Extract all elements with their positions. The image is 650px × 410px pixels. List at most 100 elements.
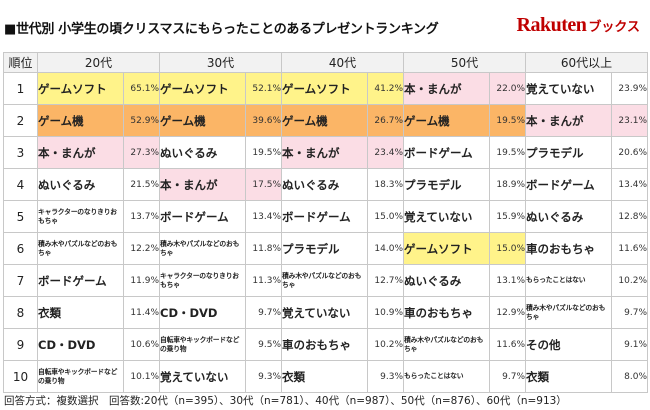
present-name-cell: CD・DVD <box>159 296 246 329</box>
present-name-cell: 車のおもちゃ <box>403 296 490 329</box>
present-name-cell: ゲームソフト <box>37 72 124 105</box>
table-body: 1 ゲームソフト 65.1% ゲームソフト 52.1% ゲームソフト 41.2% 本・まんが 2… <box>3 72 648 393</box>
rank-cell: 4 <box>3 168 38 201</box>
percentage-cell: 22.0% <box>489 72 526 105</box>
present-name-cell: 本・まんが <box>525 104 612 137</box>
table-row: 6 積み木やパズルなどのおもちゃ 12.2% 積み木やパズルなどのおもちゃ 11.8% プ… <box>3 232 648 265</box>
present-name-cell: ゲーム機 <box>403 104 490 137</box>
percentage-cell: 23.9% <box>611 72 648 105</box>
percentage-cell: 23.1% <box>611 104 648 137</box>
present-name-cell: 自転車やキックボードなどの乗り物 <box>37 360 124 393</box>
table-header-row: 順位 20代 30代 40代 50代 60代以上 <box>3 52 648 73</box>
present-name-cell: 本・まんが <box>403 72 490 105</box>
percentage-cell: 13.4% <box>245 200 282 233</box>
present-name-cell: ゲーム機 <box>159 104 246 137</box>
present-name-cell: 車のおもちゃ <box>525 232 612 265</box>
percentage-cell: 19.5% <box>489 104 526 137</box>
percentage-cell: 15.0% <box>367 200 404 233</box>
percentage-cell: 11.8% <box>245 232 282 265</box>
percentage-cell: 8.0% <box>611 360 648 393</box>
table-row: 10 自転車やキックボードなどの乗り物 10.1% 覚えていない 9.3% 衣類 9.3% も… <box>3 360 648 393</box>
table-row: 3 本・まんが 27.3% ぬいぐるみ 19.5% 本・まんが 23.4% ボードゲーム 19.… <box>3 136 648 169</box>
rank-cell: 2 <box>3 104 38 137</box>
percentage-cell: 11.6% <box>611 232 648 265</box>
present-name-cell: 覚えていない <box>525 72 612 105</box>
table-row: 9 CD・DVD 10.6% 自転車やキックボードなどの乗り物 9.5% 車のおもちゃ 10… <box>3 328 648 361</box>
table-row: 2 ゲーム機 52.9% ゲーム機 39.6% ゲーム機 26.7% ゲーム機 19.5% 本・ま… <box>3 104 648 137</box>
table-row: 8 衣類 11.4% CD・DVD 9.7% 覚えていない 10.9% 車のおもちゃ 12.9%… <box>3 296 648 329</box>
rank-cell: 10 <box>3 360 38 393</box>
header: ■世代別 小学生の頃クリスマスにもらったことのあるプレゼントランキング Raku… <box>0 0 650 52</box>
present-name-cell: プラモデル <box>525 136 612 169</box>
percentage-cell: 10.9% <box>367 296 404 329</box>
present-name-cell: 覚えていない <box>403 200 490 233</box>
percentage-cell: 20.6% <box>611 136 648 169</box>
present-name-cell: ゲーム機 <box>281 104 368 137</box>
rakuten-books-logo: Rakuten ブックス <box>517 14 640 37</box>
percentage-cell: 52.1% <box>245 72 282 105</box>
present-name-cell: 衣類 <box>525 360 612 393</box>
logo-brand: Rakuten <box>516 14 587 36</box>
percentage-cell: 18.3% <box>367 168 404 201</box>
survey-footnote: 回答方式：複数選択 回答数:20代（n=395）、30代（n=781）、40代（… <box>4 395 567 407</box>
percentage-cell: 12.8% <box>611 200 648 233</box>
present-name-cell: ボードゲーム <box>525 168 612 201</box>
present-name-cell: ゲーム機 <box>37 104 124 137</box>
present-name-cell: プラモデル <box>281 232 368 265</box>
present-name-cell: キャラクターのなりきりおもちゃ <box>159 264 246 297</box>
present-name-cell: ぬいぐるみ <box>403 264 490 297</box>
percentage-cell: 41.2% <box>367 72 404 105</box>
present-name-cell: ボードゲーム <box>159 200 246 233</box>
page-title: ■世代別 小学生の頃クリスマスにもらったことのあるプレゼントランキング <box>4 22 439 37</box>
present-name-cell: 衣類 <box>37 296 124 329</box>
rank-cell: 8 <box>3 296 38 329</box>
percentage-cell: 23.4% <box>367 136 404 169</box>
present-name-cell: 積み木やパズルなどのおもちゃ <box>525 296 612 329</box>
rank-cell: 1 <box>3 72 38 105</box>
percentage-cell: 11.9% <box>123 264 160 297</box>
present-name-cell: 積み木やパズルなどのおもちゃ <box>37 232 124 265</box>
percentage-cell: 11.6% <box>489 328 526 361</box>
percentage-cell: 9.1% <box>611 328 648 361</box>
percentage-cell: 9.7% <box>611 296 648 329</box>
table-row: 7 ボードゲーム 11.9% キャラクターのなりきりおもちゃ 11.3% 積み木やパズルな… <box>3 264 648 297</box>
percentage-cell: 12.9% <box>489 296 526 329</box>
percentage-cell: 15.9% <box>489 200 526 233</box>
age-group-header: 30代 <box>159 52 282 73</box>
percentage-cell: 52.9% <box>123 104 160 137</box>
age-group-header: 40代 <box>281 52 404 73</box>
present-name-cell: ゲームソフト <box>281 72 368 105</box>
percentage-cell: 18.9% <box>489 168 526 201</box>
percentage-cell: 14.0% <box>367 232 404 265</box>
present-name-cell: ゲームソフト <box>403 232 490 265</box>
percentage-cell: 9.3% <box>245 360 282 393</box>
present-name-cell: もらったことはない <box>525 264 612 297</box>
present-name-cell: ぬいぐるみ <box>159 136 246 169</box>
age-group-header: 50代 <box>403 52 526 73</box>
present-name-cell: 覚えていない <box>159 360 246 393</box>
present-name-cell: その他 <box>525 328 612 361</box>
rank-cell: 9 <box>3 328 38 361</box>
present-name-cell: 衣類 <box>281 360 368 393</box>
percentage-cell: 9.5% <box>245 328 282 361</box>
present-name-cell: CD・DVD <box>37 328 124 361</box>
percentage-cell: 9.7% <box>489 360 526 393</box>
present-name-cell: プラモデル <box>403 168 490 201</box>
percentage-cell: 12.2% <box>123 232 160 265</box>
percentage-cell: 19.5% <box>245 136 282 169</box>
present-name-cell: ゲームソフト <box>159 72 246 105</box>
percentage-cell: 13.4% <box>611 168 648 201</box>
rank-cell: 5 <box>3 200 38 233</box>
percentage-cell: 10.2% <box>367 328 404 361</box>
percentage-cell: 10.6% <box>123 328 160 361</box>
rank-cell: 3 <box>3 136 38 169</box>
percentage-cell: 11.4% <box>123 296 160 329</box>
present-name-cell: ぬいぐるみ <box>37 168 124 201</box>
present-name-cell: 本・まんが <box>37 136 124 169</box>
percentage-cell: 27.3% <box>123 136 160 169</box>
present-name-cell: 本・まんが <box>159 168 246 201</box>
percentage-cell: 9.7% <box>245 296 282 329</box>
present-name-cell: 積み木やパズルなどのおもちゃ <box>159 232 246 265</box>
percentage-cell: 15.0% <box>489 232 526 265</box>
table-row: 4 ぬいぐるみ 21.5% 本・まんが 17.5% ぬいぐるみ 18.3% プラモデル 18.9… <box>3 168 648 201</box>
